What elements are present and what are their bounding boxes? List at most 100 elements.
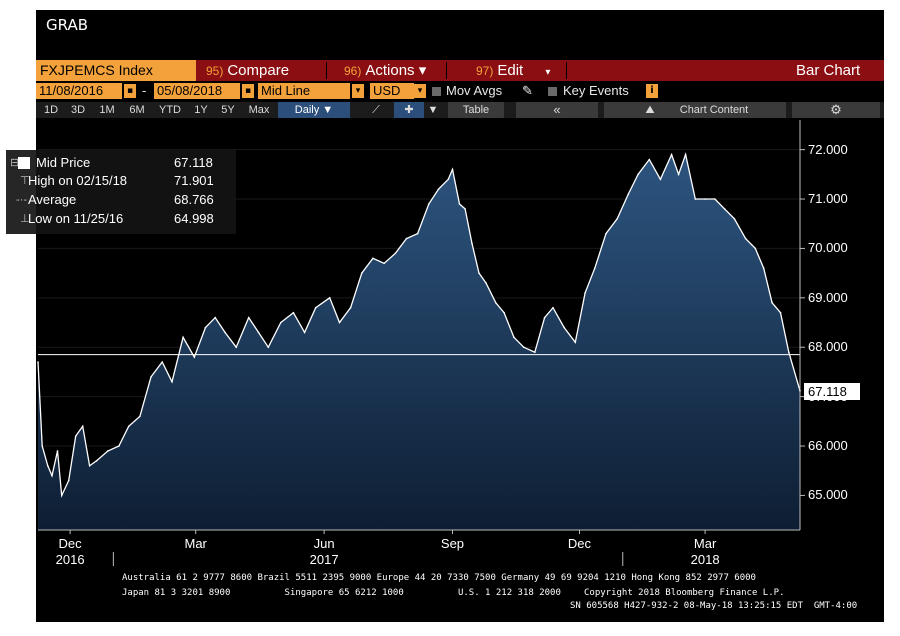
y-tick-label: 71.000 xyxy=(808,191,848,207)
actions-button[interactable]: 96) Actions ▾ xyxy=(344,60,426,81)
period-5y[interactable]: 5Y xyxy=(221,104,235,116)
price-point xyxy=(605,232,607,235)
low-marker-icon: ⊥ xyxy=(20,213,30,225)
price-point xyxy=(788,351,790,353)
menu-divider xyxy=(566,62,567,79)
footer-contacts: Australia 61 2 9777 8600 Brazil 5511 239… xyxy=(122,573,756,583)
price-point xyxy=(60,494,63,497)
key-events-checkbox[interactable] xyxy=(548,87,557,96)
double-chevron-left-icon[interactable]: « xyxy=(553,102,561,117)
title-bar: GRAB xyxy=(36,10,884,56)
price-point xyxy=(574,341,577,344)
legend-average-value: 68.766 xyxy=(174,192,214,207)
price-point xyxy=(74,435,77,437)
mov-avgs-checkbox[interactable] xyxy=(432,87,441,96)
y-tick-label: 69.000 xyxy=(808,289,848,305)
price-point xyxy=(383,262,385,265)
start-date-field[interactable]: 11/08/2016 xyxy=(36,83,122,99)
price-point xyxy=(37,361,39,363)
currency-value: USD xyxy=(373,83,401,98)
chart-type-label[interactable]: Bar Chart xyxy=(796,62,861,79)
calendar-icon[interactable]: ▪ xyxy=(124,84,136,98)
price-point xyxy=(704,198,706,200)
price-point xyxy=(464,208,466,210)
mov-avgs-label: Mov Avgs xyxy=(446,83,503,98)
info-icon[interactable]: i xyxy=(646,84,658,98)
compare-shortcut: 95) xyxy=(206,64,224,78)
period-max[interactable]: Max xyxy=(248,104,270,116)
period-1m[interactable]: 1M xyxy=(99,104,115,116)
chevron-down-icon[interactable]: ▾ xyxy=(414,84,426,98)
edit-button[interactable]: 97) Edit ▾ xyxy=(476,60,550,81)
legend-mid-label: Mid Price xyxy=(36,155,91,170)
currency-select[interactable]: USD xyxy=(370,83,414,99)
x-tick-label: Jun xyxy=(313,536,335,551)
actions-label: Actions ▾ xyxy=(365,62,427,79)
chart-content-button[interactable]: Chart Content xyxy=(679,104,749,116)
mid-price-swatch xyxy=(18,157,30,169)
y-tick-label: 66.000 xyxy=(808,438,848,454)
y-tick-label: 68.000 xyxy=(808,339,848,355)
table-button[interactable]: Table xyxy=(462,104,490,116)
legend: ⊟ Mid Price 67.118 ⊤ High on 02/15/18 71… xyxy=(6,150,236,234)
price-point xyxy=(594,267,596,269)
price-point xyxy=(723,208,726,210)
price-point xyxy=(534,351,536,353)
end-date-field[interactable]: 05/08/2018 xyxy=(154,83,240,99)
period-ytd[interactable]: YTD xyxy=(159,104,181,116)
period-1y[interactable]: 1Y xyxy=(194,104,208,116)
price-point xyxy=(522,346,525,349)
chevron-down-icon[interactable]: ▾ xyxy=(352,84,364,98)
footer-timestamp: SN 605568 H427-932-2 08-May-18 13:25:15 … xyxy=(570,601,858,611)
high-marker-icon: ⊤ xyxy=(20,175,30,187)
period-3d[interactable]: 3D xyxy=(70,104,86,116)
price-point xyxy=(214,316,217,319)
collapse-icon[interactable]: ⊟ xyxy=(10,157,20,169)
collapse-button-bg xyxy=(516,102,598,118)
price-point xyxy=(81,425,84,428)
price-point xyxy=(744,237,747,240)
price-point xyxy=(552,306,554,309)
y-tick-label: 65.000 xyxy=(808,487,848,503)
price-point xyxy=(150,376,152,378)
gear-icon[interactable]: ⚙ xyxy=(830,102,842,117)
price-point xyxy=(139,415,141,418)
last-value-label: 67.118 xyxy=(804,383,860,400)
price-point xyxy=(799,389,801,392)
chevron-down-icon: ▾ xyxy=(545,67,551,78)
pencil-icon[interactable]: ✎ xyxy=(522,83,533,98)
price-point xyxy=(458,203,461,205)
price-point xyxy=(447,178,450,181)
frequency-select[interactable]: Daily ▼ xyxy=(278,102,350,118)
price-point xyxy=(372,257,374,260)
ticker-field[interactable]: FXJPEMCS Index xyxy=(36,60,196,81)
chart-content-icon[interactable]: ⛰ xyxy=(645,104,655,116)
footer-contacts-2: Japan 81 3 3201 8900 Singapore 65 6212 1… xyxy=(122,588,561,598)
price-point xyxy=(267,346,270,349)
price-point xyxy=(280,321,282,324)
x-tick-label: Mar xyxy=(693,536,717,551)
price-point xyxy=(394,252,397,255)
price-point xyxy=(118,445,120,447)
price-point xyxy=(224,331,226,334)
price-point xyxy=(684,153,687,156)
chevron-down-icon[interactable]: ▼ xyxy=(427,104,439,116)
line-chart-icon[interactable]: ⟋ xyxy=(372,104,380,116)
crosshair-icon[interactable]: ✚ xyxy=(394,102,424,118)
x-year-label: 2016 xyxy=(55,552,85,567)
price-point xyxy=(471,242,473,245)
calendar-icon[interactable]: ▪ xyxy=(242,84,254,98)
compare-button[interactable]: 95) Compare xyxy=(206,60,289,81)
price-point xyxy=(779,311,782,314)
price-point xyxy=(677,173,680,176)
table-button-bg xyxy=(448,102,504,118)
price-point xyxy=(328,297,331,299)
legend-average-label: Average xyxy=(28,192,77,207)
command-bar xyxy=(36,60,884,81)
period-1d[interactable]: 1D xyxy=(43,104,59,116)
settings-button-bg xyxy=(792,102,880,118)
line-type-select[interactable]: Mid Line xyxy=(258,83,350,99)
period-6m[interactable]: 6M xyxy=(129,104,145,116)
price-point xyxy=(303,331,306,334)
